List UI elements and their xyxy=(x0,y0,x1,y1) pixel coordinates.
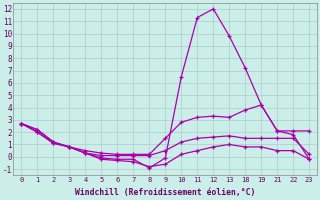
X-axis label: Windchill (Refroidissement éolien,°C): Windchill (Refroidissement éolien,°C) xyxy=(75,188,255,197)
